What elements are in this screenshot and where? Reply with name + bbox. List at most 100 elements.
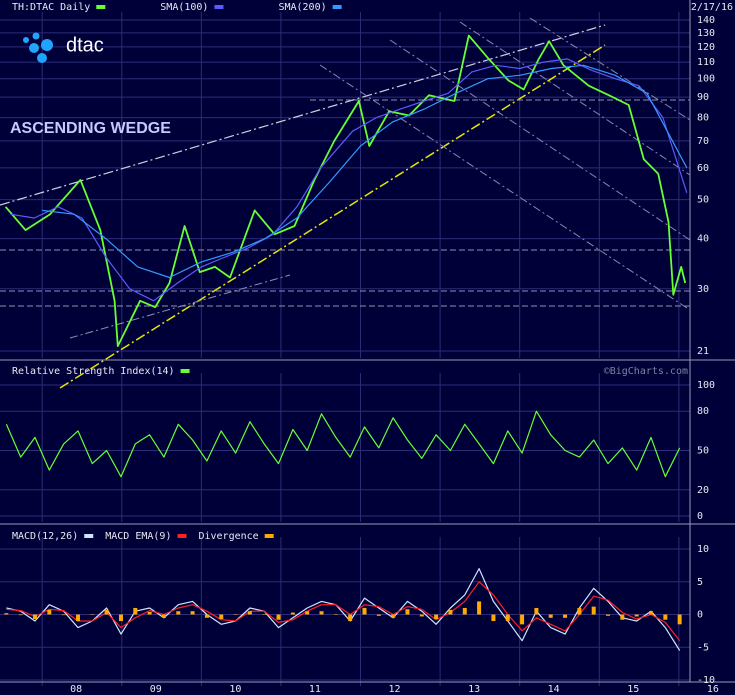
divergence-bar <box>233 614 238 615</box>
y-tick-label: 30 <box>697 284 709 295</box>
divergence-bar <box>290 612 295 615</box>
x-tick-label: 09 <box>150 684 162 695</box>
y-tick-label: 20 <box>697 485 709 496</box>
series-line <box>6 568 681 651</box>
divergence-bar <box>606 614 611 616</box>
channel-line <box>459 21 691 176</box>
divergence-bar <box>147 611 152 615</box>
x-tick-label: 08 <box>70 684 82 695</box>
legend-label: Relative Strength Index(14) <box>12 366 175 377</box>
divergence-bar <box>434 614 439 620</box>
logo-dot <box>41 39 53 51</box>
x-tick-label: 13 <box>468 684 480 695</box>
y-tick-label: 140 <box>697 15 715 26</box>
legend-label: Divergence <box>198 531 258 542</box>
divergence-bar <box>219 614 224 620</box>
y-tick-label: 10 <box>697 544 709 555</box>
divergence-bar <box>649 611 654 615</box>
divergence-bar <box>663 614 668 620</box>
y-tick-label: 100 <box>697 380 715 391</box>
y-tick-label: 60 <box>697 163 709 174</box>
divergence-bar <box>47 609 52 615</box>
lower-wedge-line <box>59 44 606 389</box>
divergence-bar <box>591 606 596 615</box>
legend-label: SMA(200) <box>278 2 326 13</box>
divergence-bar <box>247 611 252 615</box>
legend-swatch <box>264 534 274 538</box>
legend-label: MACD EMA(9) <box>105 531 171 542</box>
divergence-bar <box>448 609 453 615</box>
logo-dot <box>32 32 40 40</box>
y-tick-label: -5 <box>697 642 709 653</box>
divergence-bar <box>477 601 482 615</box>
divergence-bar <box>505 614 510 622</box>
logo: dtac <box>23 32 104 63</box>
x-tick-label: 12 <box>388 684 400 695</box>
series-line <box>6 581 681 642</box>
divergence-bar <box>75 614 80 622</box>
divergence-bar <box>534 607 539 615</box>
legend-label: MACD(12,26) <box>12 531 78 542</box>
divergence-bar <box>548 614 553 618</box>
x-tick-label: 11 <box>309 684 321 695</box>
legend-swatch <box>177 534 187 538</box>
legend-swatch <box>84 534 94 538</box>
y-tick-label: 50 <box>697 446 709 457</box>
divergence-bar <box>4 613 9 615</box>
divergence-bar <box>161 614 166 618</box>
y-tick-label: 120 <box>697 42 715 53</box>
legend-label: TH:DTAC Daily <box>12 2 90 13</box>
y-tick-label: 0 <box>697 610 703 621</box>
legend-swatch <box>332 5 342 9</box>
divergence-bar <box>362 607 367 615</box>
divergence-bar <box>90 614 95 615</box>
divergence-bar <box>133 607 138 615</box>
legend-swatch <box>214 5 224 9</box>
divergence-bar <box>348 614 353 622</box>
y-tick-label: -10 <box>697 675 715 686</box>
series-line <box>42 64 688 279</box>
channel-line <box>389 39 691 241</box>
legend-swatch <box>180 369 190 373</box>
legend-swatch <box>96 5 106 9</box>
divergence-bar <box>118 614 123 622</box>
y-tick-label: 130 <box>697 28 715 39</box>
channel-line <box>319 64 691 311</box>
divergence-bar <box>18 614 23 616</box>
divergence-bar <box>319 611 324 615</box>
divergence-bar <box>419 614 424 617</box>
divergence-bar <box>376 614 381 616</box>
divergence-bar <box>563 614 568 618</box>
divergence-bar <box>405 609 410 615</box>
divergence-bar <box>620 614 625 620</box>
y-tick-label: 110 <box>697 57 715 68</box>
data-layer <box>4 34 688 651</box>
trend-lines <box>0 17 691 389</box>
divergence-bar <box>491 614 496 622</box>
date-label: 2/17/16 <box>691 2 733 13</box>
x-tick-label: 10 <box>229 684 241 695</box>
y-tick-label: 100 <box>697 74 715 85</box>
divergence-bar <box>104 609 109 615</box>
divergence-bar <box>333 614 338 615</box>
y-tick-label: 5 <box>697 577 703 588</box>
divergence-bar <box>262 614 267 615</box>
legend-label: SMA(100) <box>160 2 208 13</box>
logo-dot <box>37 53 47 63</box>
x-tick-label: 16 <box>707 684 719 695</box>
divergence-bar <box>190 611 195 615</box>
y-tick-label: 21 <box>697 346 709 357</box>
x-tick-label: 15 <box>627 684 639 695</box>
divergence-bar <box>61 614 66 616</box>
divergence-bar <box>520 614 525 625</box>
y-tick-label: 70 <box>697 136 709 147</box>
watermark: ©BigCharts.com <box>604 366 688 377</box>
series-line <box>4 34 687 347</box>
logo-text: dtac <box>66 34 104 56</box>
divergence-bar <box>204 614 209 618</box>
divergence-bar <box>176 611 181 615</box>
divergence-bar <box>391 614 396 618</box>
y-tick-label: 80 <box>697 113 709 124</box>
